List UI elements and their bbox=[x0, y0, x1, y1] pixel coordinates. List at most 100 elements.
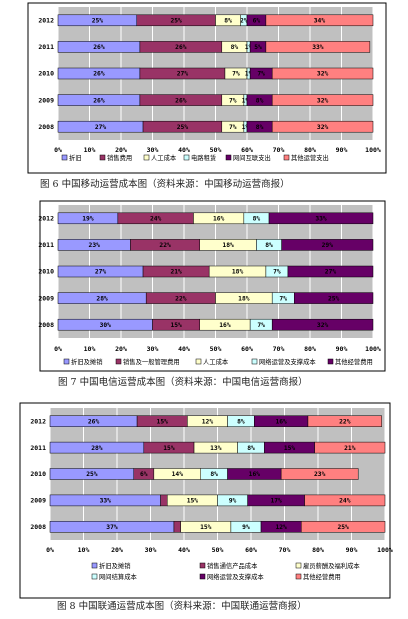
data-label: 26% bbox=[175, 97, 187, 104]
data-label: 15% bbox=[157, 418, 169, 425]
data-label: 23% bbox=[314, 471, 326, 478]
data-label: 22% bbox=[339, 418, 351, 425]
legend-label: 电路租赁 bbox=[191, 153, 216, 162]
data-label: 25% bbox=[86, 471, 98, 478]
data-label: 8% bbox=[224, 18, 232, 25]
data-label: 13% bbox=[210, 445, 222, 452]
legend-swatch bbox=[327, 358, 334, 365]
category-label: 2012 bbox=[38, 17, 54, 25]
x-tick-label: 60% bbox=[245, 546, 257, 554]
x-tick-label: 60% bbox=[241, 146, 253, 154]
data-label: 32% bbox=[317, 97, 329, 104]
data-label: 27% bbox=[95, 124, 107, 131]
category-label: 2009 bbox=[38, 96, 54, 104]
category-label: 2009 bbox=[38, 294, 54, 302]
bar-segment bbox=[271, 318, 374, 331]
legend-swatch bbox=[115, 358, 122, 365]
data-label: 28% bbox=[96, 295, 108, 302]
legend-swatch bbox=[99, 154, 106, 161]
x-tick-label: 50% bbox=[210, 146, 222, 154]
x-tick-label: 10% bbox=[84, 146, 96, 154]
legend-label: 销售费用 bbox=[107, 153, 132, 162]
data-label: 24% bbox=[150, 216, 162, 223]
legend-swatch bbox=[295, 562, 302, 569]
data-label: 8% bbox=[231, 44, 239, 51]
data-label: 22% bbox=[159, 242, 171, 249]
legend-label: 雇员薪酬及福利成本 bbox=[303, 561, 360, 570]
bar-segment bbox=[265, 41, 371, 53]
data-label: 8% bbox=[247, 445, 255, 452]
legend-swatch bbox=[61, 154, 68, 161]
x-tick-label: 80% bbox=[312, 546, 324, 554]
data-label: 8% bbox=[253, 216, 261, 223]
bar-segment bbox=[173, 521, 181, 533]
chart-caption-china-mobile: 图 6 中国移动运营成本图（资料来源：中国移动运营商报） bbox=[40, 178, 290, 190]
data-label: 9% bbox=[242, 524, 250, 531]
bar-segment bbox=[268, 212, 374, 225]
legend-swatch bbox=[283, 154, 290, 161]
legend-label: 折旧及摊销 bbox=[99, 561, 130, 570]
legend-label: 折旧 bbox=[69, 153, 82, 162]
legend-swatch bbox=[143, 154, 150, 161]
data-label: 1% bbox=[242, 124, 250, 131]
bar-segment bbox=[301, 521, 386, 533]
data-label: 21% bbox=[170, 269, 182, 276]
x-tick-label: 0% bbox=[46, 546, 54, 554]
data-label: 19% bbox=[82, 216, 94, 223]
data-label: 33% bbox=[315, 216, 327, 223]
data-label: 23% bbox=[89, 242, 101, 249]
data-label: 34% bbox=[314, 18, 326, 25]
data-label: 15% bbox=[163, 445, 175, 452]
x-tick-label: 10% bbox=[84, 345, 96, 353]
data-label: 7% bbox=[229, 124, 237, 131]
category-label: 2008 bbox=[38, 123, 54, 131]
data-label: 27% bbox=[95, 269, 107, 276]
data-label: 16% bbox=[219, 322, 231, 329]
data-label: 26% bbox=[93, 97, 105, 104]
bar-segment bbox=[265, 14, 374, 27]
data-label: 26% bbox=[93, 44, 105, 51]
bar-segment bbox=[287, 265, 374, 278]
data-label: 7% bbox=[229, 97, 237, 104]
data-label: 12% bbox=[275, 524, 287, 531]
data-label: 14% bbox=[172, 471, 184, 478]
category-label: 2010 bbox=[38, 70, 54, 78]
legend-label: 网络运营及支撑成本 bbox=[207, 572, 264, 581]
data-label: 18% bbox=[232, 269, 244, 276]
x-tick-label: 70% bbox=[273, 146, 285, 154]
x-tick-label: 20% bbox=[111, 546, 123, 554]
legend: 折旧及摊销 销售及一般管理费用 人工成本 网络运营及支撑成本 其他经营费用 bbox=[63, 357, 373, 366]
data-label: 33% bbox=[100, 498, 112, 505]
legend-swatch bbox=[63, 358, 70, 365]
data-label: 7% bbox=[273, 269, 281, 276]
data-label: 26% bbox=[88, 418, 100, 425]
data-label: 18% bbox=[238, 295, 250, 302]
x-tick-label: 90% bbox=[336, 345, 348, 353]
legend-label: 销售通信产品成本 bbox=[207, 561, 258, 570]
data-label: 25% bbox=[328, 295, 340, 302]
data-label: 27% bbox=[177, 71, 189, 78]
data-label: 32% bbox=[317, 322, 329, 329]
chart-china-unicom-costs: 0% 10% 20% 30% 40% 50% 60% 70% 80% 90% 100% 2012 26%… bbox=[19, 402, 393, 599]
data-label: 1% bbox=[242, 97, 250, 104]
data-label: 33% bbox=[312, 44, 324, 51]
chart-china-mobile-costs: 0% 10% 20% 30% 40% 50% 60% 70% 80% 90% 100% 2012 25%… bbox=[27, 2, 387, 174]
bar-segment bbox=[304, 494, 386, 507]
legend-swatch bbox=[199, 562, 206, 569]
data-label: 6% bbox=[140, 471, 148, 478]
x-tick-label: 40% bbox=[178, 345, 190, 353]
data-label: 7% bbox=[257, 322, 265, 329]
data-label: 26% bbox=[175, 44, 187, 51]
data-label: 8% bbox=[210, 471, 218, 478]
category-label: 2010 bbox=[38, 268, 54, 276]
x-tick-label: 80% bbox=[304, 146, 316, 154]
x-tick-label: 0% bbox=[54, 146, 62, 154]
category-label: 2008 bbox=[38, 321, 54, 329]
data-label: 1% bbox=[245, 44, 253, 51]
data-label: 15% bbox=[187, 498, 199, 505]
data-label: 32% bbox=[317, 71, 329, 78]
x-tick-label: 70% bbox=[273, 345, 285, 353]
data-label: 15% bbox=[284, 445, 296, 452]
bar-segment bbox=[314, 441, 386, 454]
